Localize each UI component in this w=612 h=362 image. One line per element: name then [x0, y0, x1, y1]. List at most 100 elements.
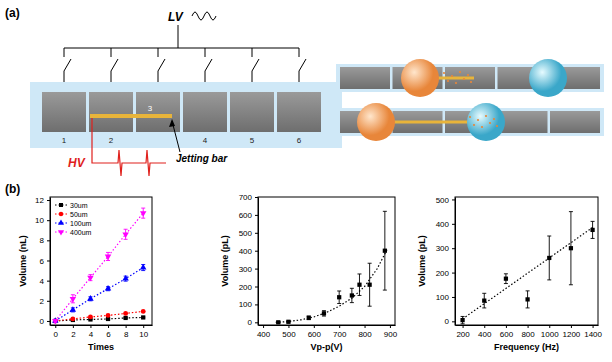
series-line — [276, 249, 388, 322]
switch-wire — [64, 48, 65, 57]
particle — [473, 124, 475, 126]
axis-line — [51, 325, 153, 326]
tick: 400 — [478, 325, 492, 339]
substrate — [30, 82, 342, 148]
tick-mark — [452, 321, 455, 322]
tick: 100 — [239, 300, 258, 309]
tick: 500 — [436, 195, 455, 204]
switch-wire — [205, 48, 206, 57]
tick-label: 10 — [139, 330, 148, 339]
tick: 1400 — [584, 325, 602, 339]
x-axis-title: Frequency (Hz) — [494, 342, 559, 352]
particle — [493, 118, 495, 120]
tick-label: 10 — [35, 216, 44, 225]
lv-label: LV — [168, 10, 184, 24]
error-bar — [482, 293, 486, 308]
point — [140, 264, 146, 270]
point — [105, 255, 111, 261]
tick: 500 — [282, 325, 296, 339]
switch — [158, 59, 165, 71]
electrode — [183, 92, 227, 132]
tick-label: 1400 — [584, 330, 602, 339]
tick-label: 900 — [384, 330, 398, 339]
error-bar — [350, 288, 354, 302]
tick: 300 — [436, 244, 455, 253]
series-line — [55, 268, 143, 321]
plot-frame — [258, 197, 395, 325]
tick-label: 12 — [35, 196, 44, 205]
tick-label: 500 — [436, 195, 450, 204]
tick: 100 — [436, 293, 455, 302]
tick: 0 — [248, 318, 258, 327]
tick-label: 400 — [257, 330, 271, 339]
point — [569, 246, 573, 250]
point — [105, 285, 111, 291]
electrode-label: 4 — [203, 136, 208, 145]
electrode — [136, 92, 180, 132]
plot-frame — [50, 197, 152, 325]
tick-mark — [47, 220, 50, 221]
tick-mark — [452, 224, 455, 225]
point — [122, 275, 128, 281]
legend-entry: 100um — [55, 219, 92, 226]
legend-entry: 50um — [55, 211, 88, 218]
tick-label: 0 — [248, 318, 253, 327]
switch — [64, 59, 71, 71]
axis-line — [259, 325, 396, 326]
point — [141, 315, 145, 319]
tick: 500 — [239, 229, 258, 238]
tick-mark — [255, 287, 258, 288]
particle — [489, 122, 491, 124]
y-axis-title: Volume (nL) — [18, 235, 28, 286]
jetting-bar — [394, 121, 472, 124]
bus-wire — [64, 48, 299, 49]
series-line — [463, 227, 593, 318]
tick-label: 0 — [54, 330, 59, 339]
particle — [447, 80, 449, 82]
tick-label: 200 — [456, 330, 470, 339]
tick-mark — [108, 325, 109, 328]
tick-label: 6 — [40, 257, 45, 266]
arrow-head — [169, 119, 175, 127]
point — [106, 313, 111, 318]
tick-mark — [452, 199, 455, 200]
error-bar — [368, 263, 372, 306]
point — [70, 297, 76, 303]
tick-mark — [549, 325, 550, 328]
particle — [443, 72, 445, 74]
error-bar — [337, 291, 341, 304]
y-axis-title: Volume (pL) — [220, 235, 230, 286]
tick-label: 800 — [358, 330, 372, 339]
tick-mark — [339, 325, 340, 328]
point — [504, 277, 508, 281]
switch-wire — [111, 48, 112, 57]
particle — [463, 78, 465, 80]
tick: 800 — [358, 325, 372, 339]
tick-label: 8 — [124, 330, 129, 339]
legend-entry: 30um — [55, 202, 88, 209]
tick: 700 — [333, 325, 347, 339]
point — [590, 228, 594, 232]
tick-mark — [314, 325, 315, 328]
diagram: (a)LV123456HVJetting bar — [5, 6, 604, 176]
switch-wire — [299, 48, 300, 57]
tick: 300 — [239, 265, 258, 274]
hv-pulse — [100, 150, 166, 176]
panel-label: (b) — [5, 182, 20, 196]
switch-wire — [158, 48, 159, 57]
tick: 2 — [71, 325, 76, 339]
electrode — [340, 67, 390, 89]
tick: 200 — [436, 269, 455, 278]
tick: 200 — [239, 283, 258, 292]
x-axis-title: Vp-p(V) — [311, 342, 343, 352]
error-bar — [569, 212, 573, 285]
tick-mark — [506, 325, 507, 328]
tick-label: 4 — [89, 330, 94, 339]
series-line — [55, 317, 143, 321]
legend-marker — [58, 219, 64, 224]
point — [350, 293, 354, 297]
point — [123, 311, 128, 316]
tick-label: 500 — [239, 229, 253, 238]
particle — [485, 115, 487, 117]
point — [123, 316, 127, 320]
